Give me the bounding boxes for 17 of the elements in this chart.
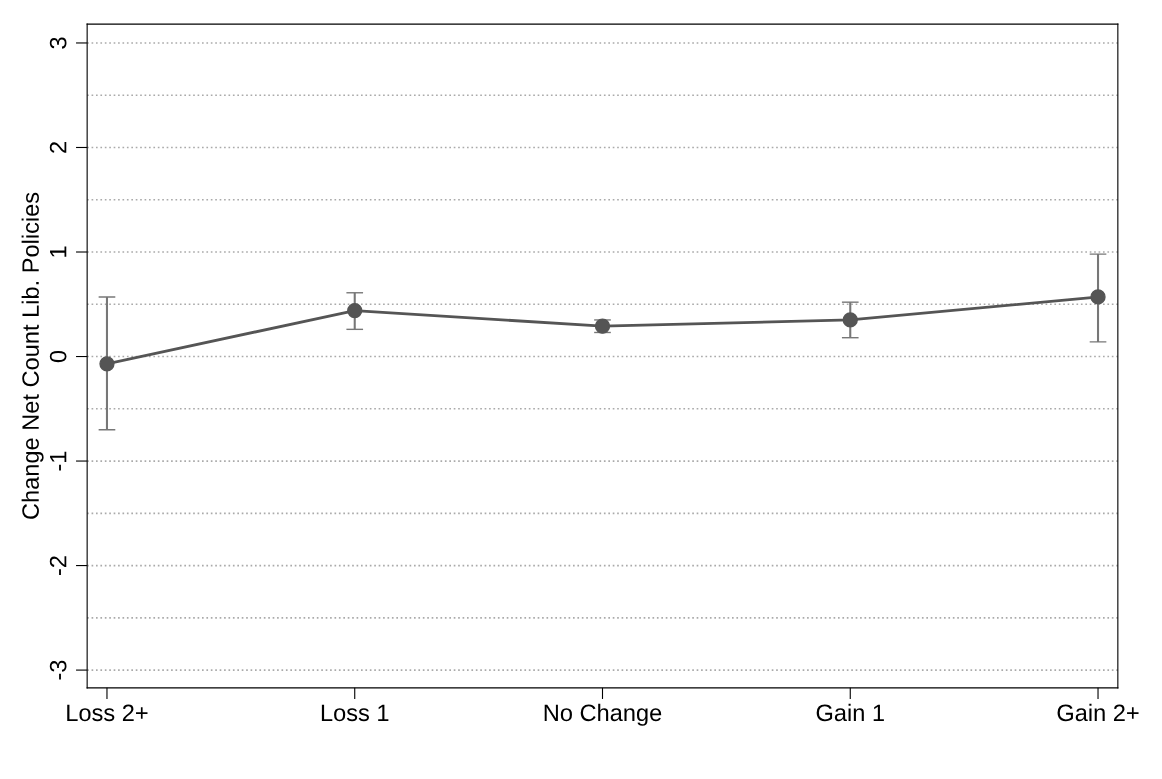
x-tick-label: Loss 2+: [67, 704, 148, 722]
y-tick-label: -3: [49, 660, 67, 680]
x-tick-label: No Change: [544, 703, 662, 726]
point: [1090, 289, 1106, 305]
y-axis-title: Change Net Count Lib. Policies: [21, 192, 44, 519]
x-tick-label: Gain 1: [816, 703, 884, 722]
x-tick-label: Gain 2+: [1057, 703, 1139, 722]
point: [347, 302, 363, 319]
y-tick-label: 0: [49, 350, 67, 363]
y-tick-label: -1: [50, 451, 67, 471]
y-tick-label: 1: [50, 246, 67, 257]
y-tick-label: 2: [49, 142, 67, 153]
point: [842, 312, 858, 328]
y-tick-label: 3: [49, 37, 67, 49]
x-tick-label: Loss 1: [321, 704, 389, 722]
point: [99, 356, 115, 372]
y-tick-label: -2: [49, 556, 67, 576]
